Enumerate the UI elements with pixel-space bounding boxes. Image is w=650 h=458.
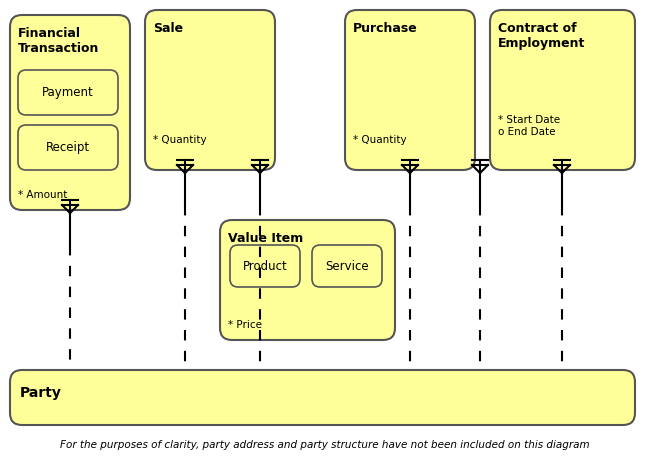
Text: * Start Date
o End Date: * Start Date o End Date [498,115,560,136]
FancyBboxPatch shape [18,125,118,170]
FancyBboxPatch shape [10,370,635,425]
FancyBboxPatch shape [345,10,475,170]
Text: * Quantity: * Quantity [153,135,207,145]
Text: Product: Product [242,260,287,273]
Text: * Price: * Price [228,320,262,330]
Text: * Amount: * Amount [18,190,68,200]
Text: Payment: Payment [42,86,94,99]
FancyBboxPatch shape [490,10,635,170]
Text: Purchase: Purchase [353,22,418,35]
Text: Contract of
Employment: Contract of Employment [498,22,586,50]
Text: Financial
Transaction: Financial Transaction [18,27,99,55]
Text: Receipt: Receipt [46,141,90,154]
Text: Party: Party [20,386,62,400]
Text: * Quantity: * Quantity [353,135,407,145]
FancyBboxPatch shape [10,15,130,210]
FancyBboxPatch shape [18,70,118,115]
FancyBboxPatch shape [312,245,382,287]
Text: Sale: Sale [153,22,183,35]
Text: For the purposes of clarity, party address and party structure have not been inc: For the purposes of clarity, party addre… [60,440,590,450]
Text: Service: Service [325,260,369,273]
FancyBboxPatch shape [145,10,275,170]
FancyBboxPatch shape [230,245,300,287]
Text: Value Item: Value Item [228,232,304,245]
FancyBboxPatch shape [220,220,395,340]
